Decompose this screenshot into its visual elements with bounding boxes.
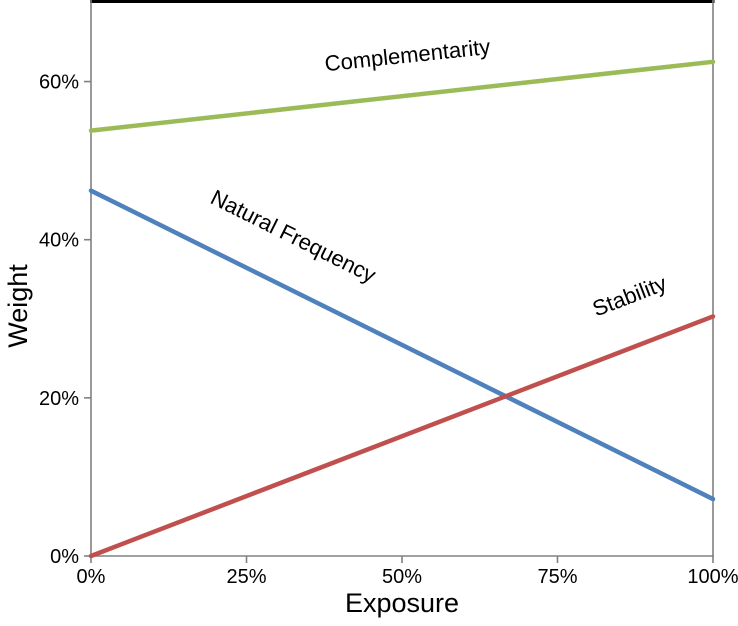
y-axis-title: Weight (3, 264, 33, 348)
series-line-complementarity (88, 59, 716, 133)
y-tick-label: 0% (50, 546, 79, 568)
series-label-complementarity: Complementarity (323, 34, 491, 76)
x-tick-label: 0% (77, 566, 106, 588)
y-tick-label: 40% (39, 230, 79, 252)
series-label-natural-frequency: Natural Frequency (207, 185, 380, 288)
series-line-stability (88, 314, 716, 559)
series-label-stability: Stability (589, 270, 670, 321)
x-tick-label: 100% (687, 566, 738, 588)
series-line-natural-frequency (88, 188, 716, 502)
x-tick-label: 75% (537, 566, 577, 588)
x-axis-title: Exposure (345, 588, 459, 618)
y-tick-label: 60% (39, 72, 79, 94)
x-tick-label: 50% (382, 566, 422, 588)
x-tick-label: 25% (226, 566, 266, 588)
y-tick-label: 20% (39, 388, 79, 410)
